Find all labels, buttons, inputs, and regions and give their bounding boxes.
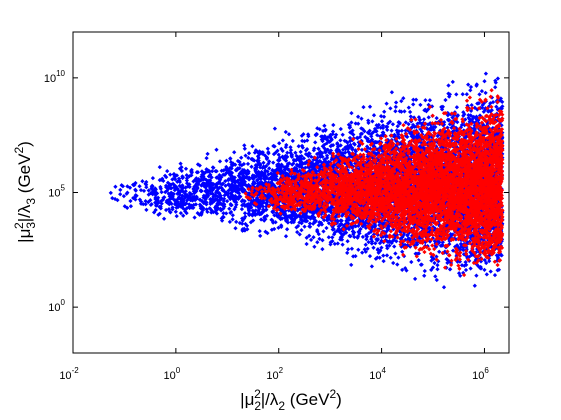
series-red-points — [243, 88, 505, 278]
x-tick-label: 102 — [266, 366, 283, 382]
x-axis-label: |μ22|/λ2 (GeV2) — [240, 387, 342, 413]
scatter-points — [243, 88, 505, 278]
y-tick-label: 105 — [48, 184, 65, 200]
x-tick-label: 104 — [369, 366, 386, 382]
y-axis-label: |μ32|/λ3 (GeV2) — [12, 141, 38, 243]
y-axis-ticks: 100 105 1010 — [44, 69, 509, 314]
x-axis-ticks: 10-2 100 102 104 106 — [59, 32, 489, 382]
x-tick-label: 106 — [472, 366, 489, 382]
y-tick-label: 100 — [48, 298, 65, 314]
x-tick-label: 10-2 — [59, 366, 79, 382]
y-tick-label: 1010 — [44, 69, 66, 85]
x-tick-label: 100 — [164, 366, 181, 382]
